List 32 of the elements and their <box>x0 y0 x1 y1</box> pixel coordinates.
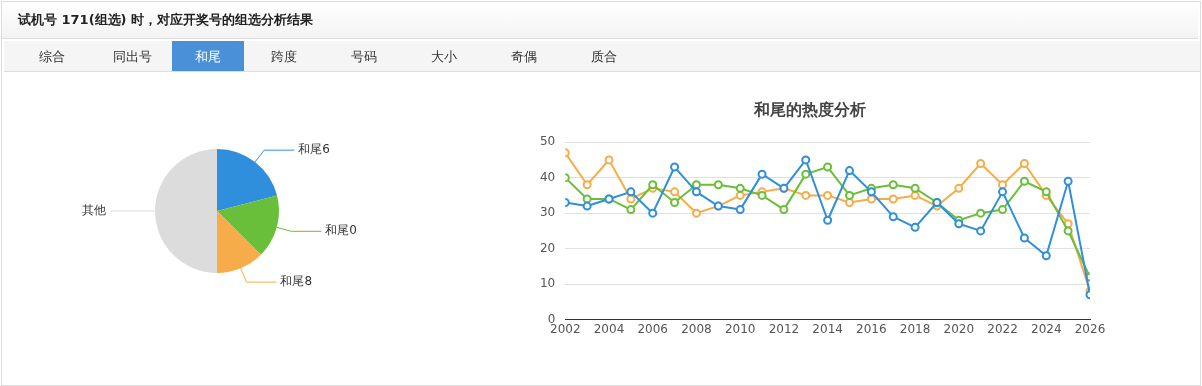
y-tick-label: 40 <box>539 169 556 184</box>
text: 奇偶 <box>510 48 538 66</box>
chart-title: 和尾的热度分析 <box>753 99 866 119</box>
y-tick-label: 50 <box>539 134 556 149</box>
x-tick-label: 2024 <box>1031 321 1062 336</box>
y-tick-label: 30 <box>539 205 556 220</box>
text: 试机号 171(组选) 时，对应开奖号的组选分析结果 <box>2 2 1198 38</box>
x-tick-label: 2018 <box>899 321 931 336</box>
text: 综合 <box>38 48 66 66</box>
text: 大小 <box>430 48 458 66</box>
x-tick-label: 2002 <box>550 321 581 336</box>
x-tick-label: 2004 <box>593 321 625 336</box>
x-tick-label: 2020 <box>943 321 975 336</box>
text: 同出号 <box>111 48 153 66</box>
slice-label: 和尾0 <box>325 223 357 238</box>
y-tick-label: 20 <box>539 240 556 255</box>
x-tick-label: 2010 <box>724 321 756 336</box>
x-tick-label: 2012 <box>768 321 800 336</box>
x-tick-label: 2022 <box>987 321 1018 336</box>
y-tick-label: 10 <box>539 276 556 291</box>
text: 跨度 <box>270 48 298 66</box>
text: 号码 <box>350 48 378 66</box>
text: 和尾 <box>172 41 244 71</box>
slice-label: 和尾6 <box>298 142 330 157</box>
x-tick-label: 2014 <box>812 321 843 336</box>
x-tick-label: 2016 <box>856 321 887 336</box>
slice-label: 其他 <box>82 203 106 218</box>
text: 质合 <box>590 48 618 66</box>
x-tick-label: 2006 <box>637 321 668 336</box>
x-tick-label: 2008 <box>681 321 712 336</box>
slice-label: 和尾8 <box>280 274 313 289</box>
x-tick-label: 2026 <box>1074 321 1106 336</box>
